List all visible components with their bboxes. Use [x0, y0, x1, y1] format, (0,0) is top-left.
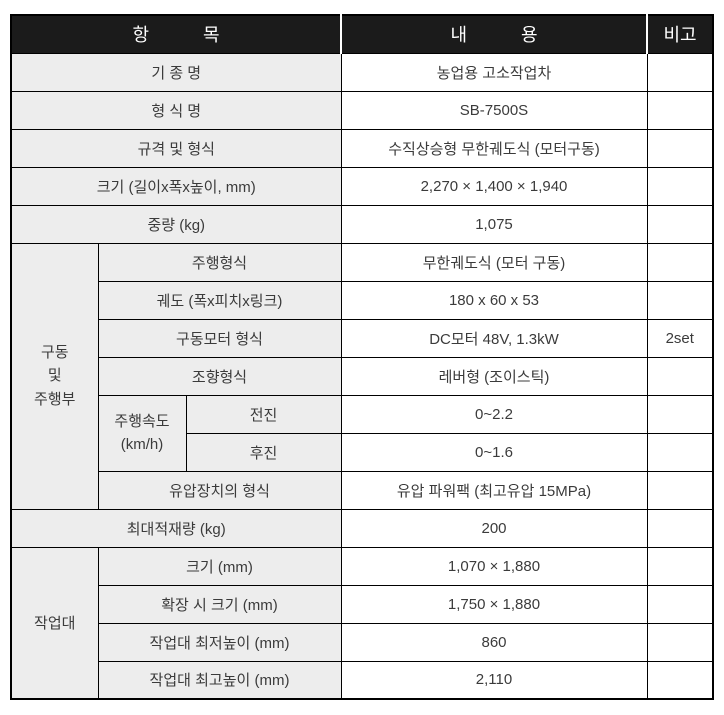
platform-min-height-label: 작업대 최저높이 (mm) [97, 622, 342, 662]
drive-motor-label: 구동모터 형식 [97, 318, 342, 358]
row-max-payload: 최대적재량 (kg) 200 [10, 508, 714, 548]
spec-type-remark [646, 128, 714, 168]
platform-max-height-remark [646, 660, 714, 700]
header-item: 항 목 [10, 14, 342, 54]
row-platform-extended-size: 확장 시 크기 (mm) 1,750 × 1,880 [11, 584, 714, 624]
weight-label: 중량 (kg) [10, 204, 342, 244]
max-payload-label: 최대적재량 (kg) [10, 508, 342, 548]
drive-group-label: 구동 및 주행부 [10, 242, 99, 510]
platform-extended-size-value: 1,750 × 1,880 [340, 584, 648, 624]
row-platform-max-height: 작업대 최고높이 (mm) 2,110 [11, 660, 714, 700]
weight-value: 1,075 [340, 204, 648, 244]
travel-type-remark [646, 242, 714, 282]
max-payload-value: 200 [340, 508, 648, 548]
track-value: 180 x 60 x 53 [340, 280, 648, 320]
spec-table: 항 목 내 용 비고 기 종 명 농업용 고소작업차 형 식 명 SB-7500… [10, 14, 714, 700]
row-type-name: 형 식 명 SB-7500S [10, 90, 714, 130]
hydraulic-label: 유압장치의 형식 [97, 470, 342, 510]
steering-remark [646, 356, 714, 396]
model-name-remark [646, 52, 714, 92]
row-platform-min-height: 작업대 최저높이 (mm) 860 [11, 622, 714, 662]
row-steering: 조향형식 레버형 (조이스틱) [11, 356, 714, 396]
platform-size-value: 1,070 × 1,880 [340, 546, 648, 586]
track-remark [646, 280, 714, 320]
travel-type-value: 무한궤도식 (모터 구동) [340, 242, 648, 282]
platform-group-label: 작업대 [10, 546, 99, 700]
speed-reverse-value: 0~1.6 [340, 432, 648, 472]
spec-type-value: 수직상승형 무한궤도식 (모터구동) [340, 128, 648, 168]
row-weight: 중량 (kg) 1,075 [10, 204, 714, 244]
spec-type-label: 규격 및 형식 [10, 128, 342, 168]
row-speed-reverse: 후진 0~1.6 [11, 432, 714, 472]
row-spec-type: 규격 및 형식 수직상승형 무한궤도식 (모터구동) [10, 128, 714, 168]
row-track: 궤도 (폭x피치x링크) 180 x 60 x 53 [11, 280, 714, 320]
speed-reverse-remark [646, 432, 714, 472]
type-name-remark [646, 90, 714, 130]
speed-forward-label: 전진 [185, 394, 342, 434]
speed-group-label: 주행속도 (km/h) [97, 394, 187, 472]
steering-label: 조향형식 [97, 356, 342, 396]
travel-type-label: 주행형식 [97, 242, 342, 282]
row-platform-size: 작업대 크기 (mm) 1,070 × 1,880 [10, 546, 714, 700]
platform-min-height-remark [646, 622, 714, 662]
row-model-name: 기 종 명 농업용 고소작업차 [10, 52, 714, 92]
row-speed-forward: 주행속도 (km/h) 전진 0~2.2 [11, 394, 714, 472]
hydraulic-value: 유압 파워팩 (최고유압 15MPa) [340, 470, 648, 510]
header-content: 내 용 [340, 14, 648, 54]
steering-value: 레버형 (조이스틱) [340, 356, 648, 396]
size-remark [646, 166, 714, 206]
platform-extended-size-label: 확장 시 크기 (mm) [97, 584, 342, 624]
platform-extended-size-remark [646, 584, 714, 624]
header-row: 항 목 내 용 비고 [10, 14, 714, 54]
max-payload-remark [646, 508, 714, 548]
row-size: 크기 (길이x폭x높이, mm) 2,270 × 1,400 × 1,940 [10, 166, 714, 206]
row-hydraulic: 유압장치의 형식 유압 파워팩 (최고유압 15MPa) [11, 470, 714, 510]
size-value: 2,270 × 1,400 × 1,940 [340, 166, 648, 206]
platform-size-remark [646, 546, 714, 586]
speed-reverse-label: 후진 [185, 432, 342, 472]
row-drive-motor: 구동모터 형식 DC모터 48V, 1.3kW 2set [11, 318, 714, 358]
model-name-label: 기 종 명 [10, 52, 342, 92]
platform-max-height-label: 작업대 최고높이 (mm) [97, 660, 342, 700]
platform-max-height-value: 2,110 [340, 660, 648, 700]
hydraulic-remark [646, 470, 714, 510]
platform-size-label: 크기 (mm) [97, 546, 342, 586]
drive-motor-remark: 2set [646, 318, 714, 358]
track-label: 궤도 (폭x피치x링크) [97, 280, 342, 320]
drive-motor-value: DC모터 48V, 1.3kW [340, 318, 648, 358]
speed-forward-value: 0~2.2 [340, 394, 648, 434]
row-travel-type: 구동 및 주행부 주행형식 무한궤도식 (모터 구동) [10, 242, 714, 510]
type-name-label: 형 식 명 [10, 90, 342, 130]
model-name-value: 농업용 고소작업차 [340, 52, 648, 92]
speed-forward-remark [646, 394, 714, 434]
weight-remark [646, 204, 714, 244]
type-name-value: SB-7500S [340, 90, 648, 130]
header-remark: 비고 [646, 14, 714, 54]
size-label: 크기 (길이x폭x높이, mm) [10, 166, 342, 206]
platform-min-height-value: 860 [340, 622, 648, 662]
